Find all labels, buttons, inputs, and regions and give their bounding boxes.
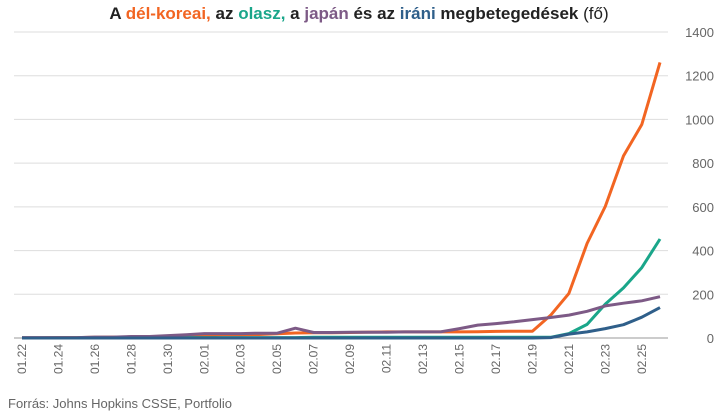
- x-tick-label: 01.30: [161, 344, 175, 374]
- title-part: az: [210, 4, 239, 23]
- series-line: [22, 61, 662, 340]
- title-part: olasz,: [238, 4, 286, 23]
- y-tick-label: 200: [692, 287, 714, 302]
- title-part: A: [109, 4, 126, 23]
- title-part: japán: [304, 4, 349, 23]
- x-tick-label: 01.22: [15, 344, 29, 374]
- y-tick-label: 0: [707, 331, 714, 346]
- y-axis-ticks: 0 200 400 600 800 1000 1200 1400: [685, 25, 714, 346]
- y-tick-label: 1200: [685, 69, 714, 84]
- chart-title: A dél-koreai, az olasz, a japán és az ir…: [0, 4, 718, 24]
- series-line: [22, 238, 662, 340]
- title-part: a: [285, 4, 305, 23]
- y-tick-label: 800: [692, 156, 714, 171]
- x-axis-ticks: 01.22 01.24 01.26 01.28 01.30 02.01 02.03 02.05…: [15, 344, 649, 374]
- x-tick-label: 01.28: [124, 344, 138, 374]
- title-part: dél-koreai,: [125, 4, 211, 23]
- title-part: iráni: [399, 4, 436, 23]
- x-tick-label: 02.13: [416, 344, 430, 374]
- x-tick-label: 02.11: [380, 344, 394, 373]
- x-tick-label: 02.03: [234, 344, 248, 374]
- x-tick-label: 02.19: [525, 344, 539, 374]
- y-tick-label: 600: [692, 200, 714, 215]
- series-line: [22, 306, 661, 340]
- y-tick-label: 400: [692, 244, 714, 259]
- title-part: (fő): [578, 4, 609, 23]
- x-tick-label: 02.17: [489, 344, 503, 374]
- series-line: [22, 295, 661, 340]
- x-tick-label: 02.05: [270, 344, 284, 374]
- title-part: és az: [348, 4, 400, 23]
- source-note: Forrás: Johns Hopkins CSSE, Portfolio: [8, 396, 232, 411]
- x-tick-label: 02.23: [598, 344, 612, 374]
- title-part: megbetegedések: [435, 4, 579, 23]
- x-tick-label: 02.21: [562, 344, 576, 374]
- x-tick-label: 02.01: [197, 344, 211, 374]
- y-tick-label: 1000: [685, 112, 714, 127]
- x-tick-label: 02.25: [635, 344, 649, 374]
- gridlines: [14, 31, 668, 339]
- series-lines: [22, 61, 662, 340]
- y-tick-label: 1400: [685, 25, 714, 40]
- x-tick-label: 02.15: [452, 344, 466, 374]
- x-tick-label: 02.09: [343, 344, 357, 374]
- x-tick-label: 01.24: [51, 344, 65, 374]
- x-tick-label: 02.07: [307, 344, 321, 374]
- x-tick-label: 01.26: [88, 344, 102, 374]
